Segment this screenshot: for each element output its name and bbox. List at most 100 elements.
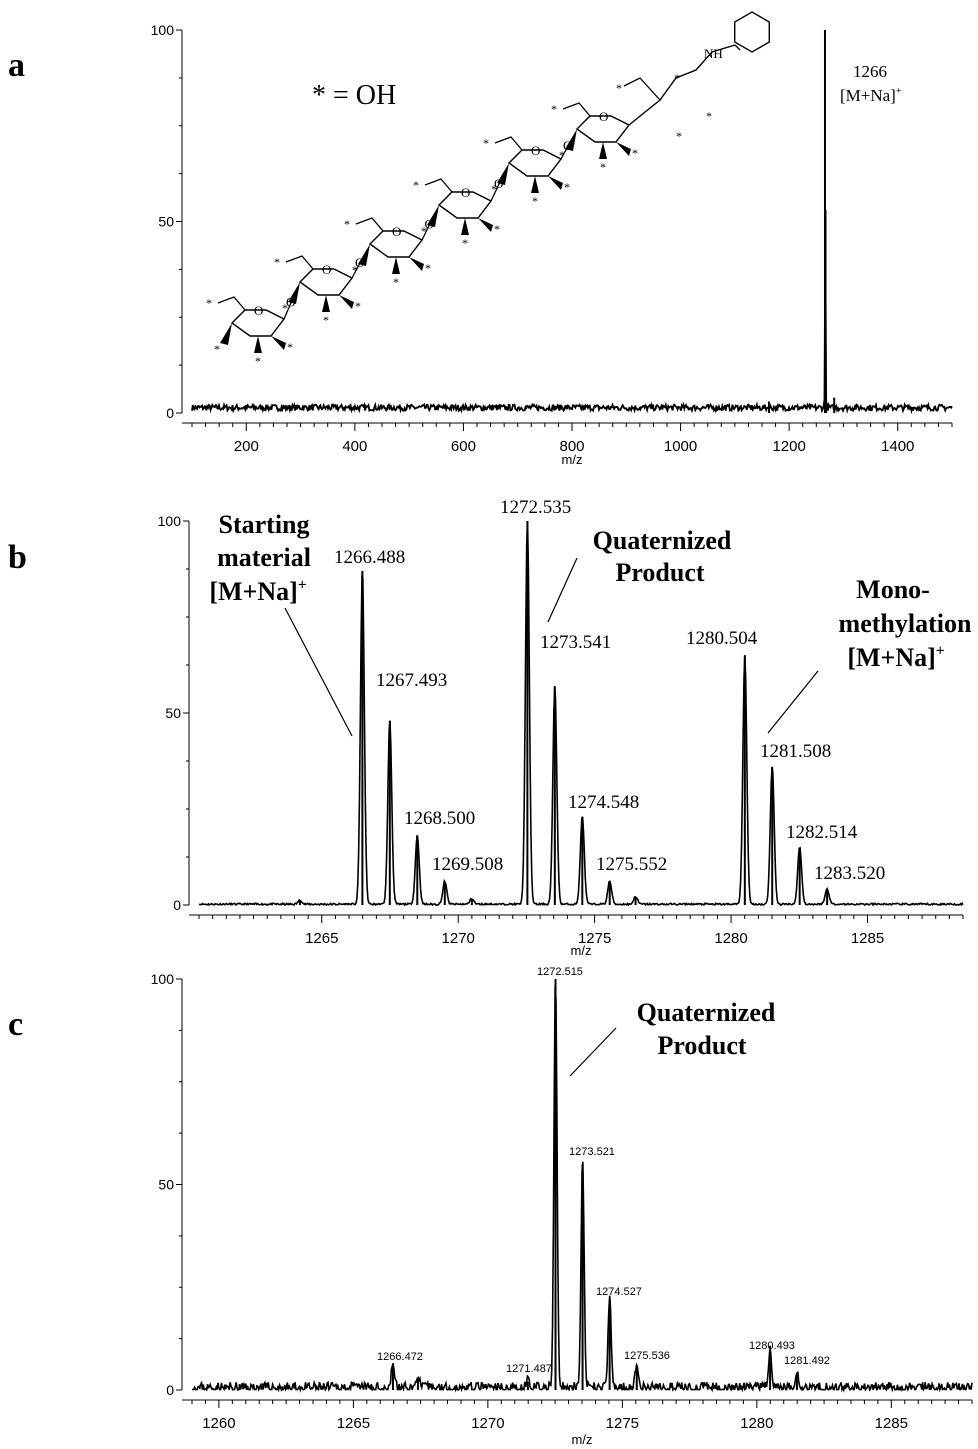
y-tick-label: 100 [158, 513, 182, 529]
peak-data-label: 1266.472 [377, 1351, 423, 1363]
y-tick-label: 100 [151, 971, 175, 987]
peak-data-label: 1272.515 [537, 966, 583, 978]
panel-a: 050100200 400 600 800 1000 1200 1400m/z1266[M+… [151, 22, 952, 467]
peak-data-label: 1274.548 [568, 792, 639, 813]
x-tick-label: 1200 [772, 438, 805, 455]
x-tick-label: 1280 [740, 1415, 773, 1432]
peak-data-label: 1275.536 [624, 1350, 670, 1362]
wedge-bond [478, 218, 493, 232]
hydroxyl-star: * [425, 261, 431, 275]
hydroxyl-star: * [287, 340, 293, 354]
x-tick-label: 1270 [471, 1415, 504, 1432]
x-tick-label: 1000 [664, 438, 697, 455]
ring-oxygen: O [322, 262, 331, 277]
x-axis-label: m/z [571, 943, 592, 958]
panel-c: 0 50 100 1260 1265 1270 1275 1280 1285 m/z 1266.47… [151, 966, 972, 1447]
glycosidic-oxygen: O [563, 138, 572, 153]
wedge-bond [220, 323, 232, 345]
hydroxyl-star: * [676, 129, 682, 143]
hydroxyl-star: * [551, 102, 557, 116]
x-tick-label: 1260 [202, 1415, 235, 1432]
peak-data-label: 1283.520 [814, 863, 885, 884]
x-tick-label: 1270 [442, 930, 475, 947]
x-axis-label: m/z [572, 1432, 593, 1447]
amine-label: NH [704, 46, 723, 61]
peak-data-label: 1268.500 [404, 808, 475, 829]
hydroxyl-star: * [532, 194, 538, 208]
wedge-bond [548, 176, 563, 190]
hydroxyl-star: * [344, 217, 350, 231]
hydroxyl-star: * [494, 222, 500, 236]
hydroxyl-star: * [600, 160, 606, 174]
wedge-bond [254, 336, 262, 353]
annotation-leader [548, 558, 577, 622]
ring-oxygen: O [254, 303, 263, 318]
chain-bond [624, 78, 660, 100]
annotation-methylation: methylation [839, 609, 972, 638]
annotation-mono: Mono- [856, 575, 930, 604]
glycosidic-oxygen: O [286, 295, 295, 310]
x-axis-label: m/z [562, 452, 583, 467]
ring-oxygen: O [531, 143, 540, 158]
ch2oh-bond [495, 137, 522, 150]
x-tick-label: 1265 [305, 930, 338, 947]
spectrum-trace [199, 521, 963, 905]
ch2oh-bond [425, 179, 452, 192]
ring-oxygen: O [599, 109, 608, 124]
x-tick-label: 200 [234, 438, 259, 455]
annotation-quaternized: Quaternized [593, 526, 732, 555]
peak-data-label: 1281.508 [760, 741, 831, 762]
y-tick-label: 100 [151, 22, 175, 38]
ch2oh-bond [563, 103, 590, 116]
ring-oxygen: O [392, 224, 401, 239]
x-tick-label: 1275 [606, 1415, 639, 1432]
x-tick-label: 1285 [851, 930, 884, 947]
peak-data-label: 1269.508 [432, 854, 503, 875]
x-tick-label: 1400 [881, 438, 914, 455]
annotation-product: Product [615, 558, 704, 587]
x-tick-label: 1280 [714, 930, 747, 947]
peak-data-label: 1275.552 [596, 854, 667, 875]
peak-data-label: 1272.535 [500, 497, 571, 518]
peak-data-label: 1274.527 [596, 1286, 642, 1298]
benzene-ring [735, 12, 770, 52]
hydroxyl-star: * [616, 81, 622, 95]
legend-text: * = OH [312, 80, 396, 111]
hydroxyl-star: * [462, 236, 468, 250]
peak-data-label: 1273.521 [569, 1146, 615, 1158]
y-tick-label: 0 [166, 405, 174, 421]
annotation-leader [768, 671, 818, 733]
annotation-ion: [M+Na]+ [209, 577, 306, 606]
hydroxyl-star: * [274, 255, 280, 269]
peak-label-annotation: 1266 [853, 62, 887, 81]
annotation-starting: Starting [219, 510, 310, 539]
wedge-bond [392, 257, 400, 274]
peak-data-label: 1271.487 [506, 1363, 552, 1375]
panel-letter-c: c [8, 1006, 23, 1043]
y-tick-label: 50 [165, 705, 181, 721]
benzyl-bond [735, 45, 740, 50]
peak-data-label: 1273.541 [540, 632, 611, 653]
peak-data-label: 1266.488 [334, 547, 405, 568]
annotation-leader [570, 1028, 616, 1076]
hydroxyl-star: * [674, 71, 680, 85]
panel-letter-a: a [8, 47, 25, 84]
wedge-bond [322, 295, 330, 312]
hydroxyl-star: * [323, 313, 329, 327]
wedge-bond [599, 142, 607, 159]
hydroxyl-star: * [706, 109, 712, 123]
x-tick-label: 400 [342, 438, 367, 455]
hydroxyl-star: * [564, 180, 570, 194]
annotation-quaternized: Quaternized [637, 998, 776, 1027]
y-tick-label: 0 [166, 1382, 174, 1398]
annotation-leader [285, 608, 352, 736]
x-tick-label: 1265 [337, 1415, 370, 1432]
annotation-ion: [M+Na]+ [847, 643, 944, 672]
wedge-bond [271, 336, 286, 350]
annotation-material: material [217, 543, 311, 572]
hydroxyl-star: * [483, 136, 489, 150]
spectrum-trace [192, 251, 952, 411]
peak-data-label: 1267.493 [376, 670, 447, 691]
glycosidic-oxygen: O [494, 176, 503, 191]
